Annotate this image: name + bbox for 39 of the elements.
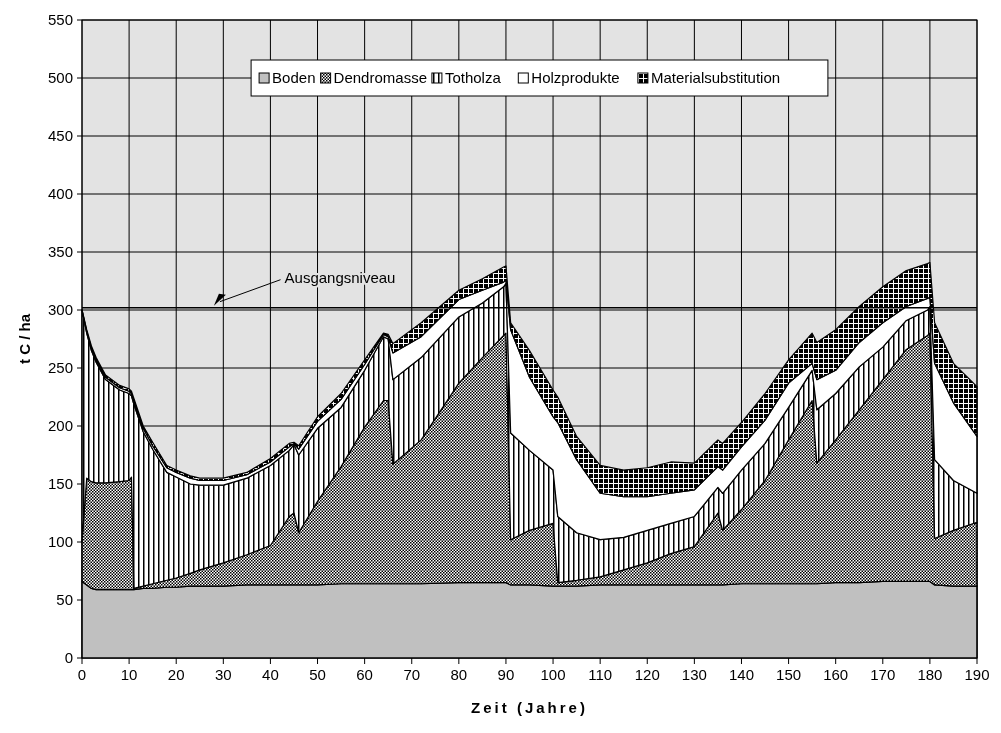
x-tick-label: 190 xyxy=(964,666,990,683)
y-tick-label: 450 xyxy=(47,127,73,144)
x-tick-label: 110 xyxy=(588,666,613,683)
x-tick-label: 130 xyxy=(681,666,707,683)
y-tick-label: 200 xyxy=(47,417,73,434)
x-tick-label: 90 xyxy=(497,666,515,683)
legend-label: Boden xyxy=(272,69,316,86)
y-tick-label: 0 xyxy=(64,649,73,666)
y-tick-label: 550 xyxy=(47,11,73,28)
x-tick-label: 30 xyxy=(214,666,232,683)
x-tick-label: 100 xyxy=(540,666,566,683)
x-tick-label: 0 xyxy=(77,666,87,683)
y-tick-label: 250 xyxy=(47,359,73,376)
x-tick-label: 120 xyxy=(634,666,660,683)
y-tick-label: 300 xyxy=(47,301,73,318)
y-tick-label: 50 xyxy=(56,591,73,608)
x-tick-label: 80 xyxy=(450,666,468,683)
x-tick-label: 20 xyxy=(167,666,185,683)
x-axis-title: Zeit (Jahre) xyxy=(471,699,588,716)
legend-label: Dendromasse xyxy=(333,69,427,86)
y-tick-label: 400 xyxy=(47,185,73,202)
legend-label: Materialsubstitution xyxy=(650,69,781,86)
legend-label: Totholza xyxy=(444,69,502,86)
x-tick-label: 140 xyxy=(728,666,754,683)
x-tick-label: 60 xyxy=(356,666,373,683)
x-tick-label: 180 xyxy=(917,666,943,683)
y-tick-label: 500 xyxy=(47,69,73,86)
y-tick-label: 100 xyxy=(47,533,73,550)
x-tick-label: 150 xyxy=(776,666,802,683)
x-tick-label: 50 xyxy=(309,666,326,683)
y-tick-label: 350 xyxy=(47,243,73,260)
x-tick-label: 40 xyxy=(262,666,279,683)
x-tick-label: 170 xyxy=(870,666,896,683)
y-axis-title: t C / ha xyxy=(16,313,33,365)
y-tick-label: 150 xyxy=(47,475,73,492)
legend-label: Holzprodukte xyxy=(531,69,620,86)
x-tick-label: 160 xyxy=(823,666,849,683)
x-tick-label: 70 xyxy=(403,666,421,683)
x-tick-label: 10 xyxy=(120,666,138,683)
